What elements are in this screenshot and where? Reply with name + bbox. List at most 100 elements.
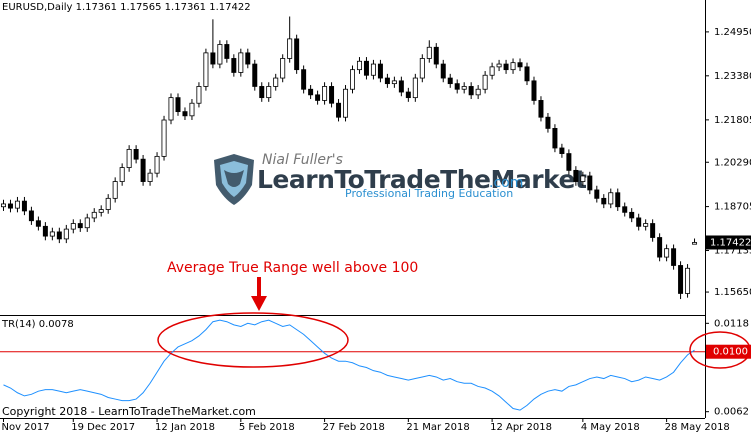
- candle-body: [489, 66, 495, 76]
- candle-body: [447, 77, 453, 85]
- candle-body: [454, 83, 460, 90]
- x-tick-label: 12 Apr 2018: [490, 422, 552, 433]
- candle-body: [461, 86, 467, 90]
- candle-body: [398, 80, 404, 93]
- candle-body: [482, 74, 488, 90]
- candle-body: [468, 86, 474, 96]
- chart-title: EURUSD,Daily 1.17361 1.17565 1.17361 1.1…: [2, 2, 251, 13]
- candle-body: [496, 63, 502, 68]
- candle-body: [412, 77, 418, 99]
- candle-body: [566, 153, 572, 171]
- candle-body: [636, 217, 642, 227]
- candle-body: [517, 62, 523, 68]
- candle-body: [405, 91, 411, 99]
- candle-body: [594, 189, 600, 199]
- x-tick-label: 27 Feb 2018: [323, 422, 385, 433]
- candle-body: [105, 197, 111, 210]
- candle-body: [98, 209, 104, 213]
- candle-body: [559, 147, 565, 154]
- y-tick-label: 1.21805: [714, 115, 751, 126]
- x-tick-label: 19 Dec 2017: [71, 422, 135, 433]
- candle-body: [280, 58, 286, 79]
- candle-body: [112, 181, 118, 199]
- candle-body: [608, 192, 614, 205]
- indicator-title: TR(14) 0.0078: [1, 319, 74, 330]
- candle-body: [35, 220, 41, 227]
- candle-body: [356, 60, 362, 71]
- candle-body: [650, 223, 656, 238]
- indicator-line: [3, 319, 695, 411]
- copyright: Copyright 2018 - LearnToTradeTheMarket.c…: [2, 405, 256, 418]
- candle-body: [685, 267, 691, 294]
- y-tick-label: 1.23380: [714, 71, 751, 82]
- candle-body: [91, 211, 97, 219]
- logo-brand: LearnToTradeTheMarket: [257, 165, 587, 194]
- x-tick-label: 12 Jan 2018: [155, 422, 215, 433]
- candle-body: [266, 86, 272, 99]
- candle-body: [524, 66, 530, 82]
- candle-body: [322, 86, 328, 101]
- candle-body: [7, 203, 13, 209]
- candle-body: [161, 119, 167, 157]
- candle-body: [28, 210, 34, 222]
- candle-body: [49, 231, 55, 237]
- candle-body: [77, 223, 83, 229]
- candle-body: [580, 175, 586, 182]
- candle-body: [657, 237, 663, 258]
- candle-body: [671, 248, 677, 266]
- candle-body: [384, 77, 390, 85]
- candle-body: [573, 169, 579, 182]
- candle-body: [552, 128, 558, 149]
- candle-body: [329, 86, 335, 104]
- candle-body: [259, 86, 265, 99]
- candle-body: [175, 97, 181, 113]
- candle-body: [440, 63, 446, 79]
- candle-body: [42, 225, 48, 237]
- candle-body: [63, 228, 69, 240]
- y-tick-label: 0.0118: [714, 318, 749, 329]
- candle-body: [147, 172, 153, 182]
- candle-body: [119, 167, 125, 182]
- candle-body: [510, 62, 516, 71]
- candle-body: [475, 88, 481, 96]
- candle-body: [133, 148, 139, 160]
- candle-body: [678, 265, 684, 294]
- candle-body: [294, 38, 300, 71]
- level-tag-label: 0.0100: [713, 347, 748, 358]
- candle-body: [664, 248, 670, 258]
- candle-body: [419, 58, 425, 79]
- candle-body: [301, 69, 307, 90]
- logo-tagline: Professional Trading Education: [345, 187, 513, 200]
- logo-domain: .com: [489, 175, 523, 191]
- candle-body: [189, 102, 195, 117]
- candle-body: [245, 52, 251, 65]
- candle-body: [391, 80, 397, 85]
- x-tick-label: 5 Feb 2018: [239, 422, 295, 433]
- candle-body: [587, 175, 593, 191]
- candle-body: [154, 155, 160, 174]
- candle-body: [377, 63, 383, 79]
- level-tag: [706, 344, 751, 359]
- logo: [214, 154, 254, 205]
- candle-body: [315, 94, 321, 101]
- candle-body: [503, 63, 509, 71]
- logo-bull: [224, 170, 244, 187]
- candle-body: [370, 63, 376, 76]
- candle-body: [538, 100, 544, 118]
- y-tick-label: 1.17135: [714, 246, 751, 257]
- x-tick-label: 4 May 2018: [581, 422, 640, 433]
- candle-body: [363, 60, 369, 76]
- y-tick-label: 1.18705: [714, 202, 751, 213]
- candle-body: [252, 63, 258, 87]
- candle-body: [350, 69, 355, 90]
- candle-body: [336, 102, 342, 118]
- candle-body: [426, 46, 432, 59]
- y-tick-label: 1.20290: [714, 157, 751, 168]
- logo-byline: Nial Fuller's: [262, 152, 343, 168]
- candle-body: [629, 211, 635, 219]
- candle-body: [231, 58, 237, 73]
- candle-body: [643, 223, 649, 227]
- highlight-ellipse: [157, 312, 349, 368]
- candle-body: [217, 44, 223, 65]
- candle-body: [196, 86, 202, 104]
